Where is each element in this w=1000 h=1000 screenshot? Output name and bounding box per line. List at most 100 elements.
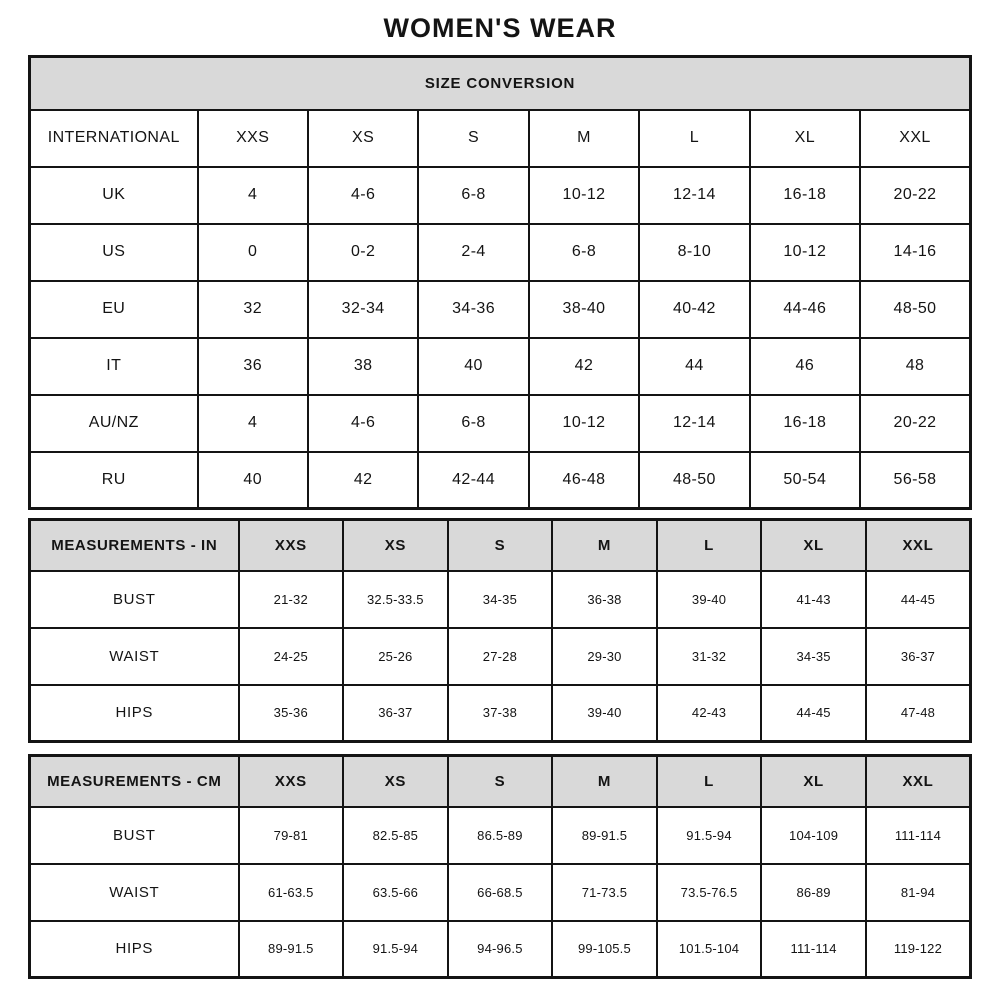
international-header-cell: INTERNATIONAL	[28, 108, 199, 168]
size-value-cell: 4-6	[306, 393, 420, 453]
measurement-value-cell: 61-63.5	[237, 862, 345, 922]
size-header-cell: XL	[760, 518, 867, 572]
region-label-cell: AU/NZ	[28, 393, 199, 453]
size-header-cell: L	[655, 754, 763, 808]
measurement-value-cell: 39-40	[655, 569, 763, 629]
measurement-value-cell: 39-40	[551, 683, 658, 743]
size-value-cell: 40	[417, 336, 530, 396]
size-value-cell: 20-22	[859, 165, 972, 225]
measurement-value-cell: 89-91.5	[551, 805, 658, 865]
measurement-value-cell: 66-68.5	[446, 862, 554, 922]
measurement-value-cell: 86-89	[760, 862, 867, 922]
size-value-cell: 32	[196, 279, 309, 339]
size-value-cell: 44-46	[748, 279, 862, 339]
measurement-value-cell: 111-114	[864, 805, 972, 865]
measurement-row: BUST 21-32 32.5-33.5 34-35 36-38 39-40 41-43 44…	[28, 569, 972, 629]
size-value-cell: 10-12	[748, 222, 862, 282]
measurement-value-cell: 36-37	[864, 626, 972, 686]
measurement-label-cell: BUST	[28, 805, 240, 865]
measurement-row: BUST 79-81 82.5-85 86.5-89 89-91.5 91.5-94 104…	[28, 805, 972, 865]
size-value-cell: 38-40	[527, 279, 641, 339]
size-header-cell: XXS	[196, 108, 309, 168]
size-value-cell: 46	[748, 336, 862, 396]
size-header-cell: L	[638, 108, 751, 168]
size-header-cell: XXL	[864, 518, 972, 572]
measurement-value-cell: 37-38	[446, 683, 554, 743]
size-value-cell: 36	[196, 336, 309, 396]
size-value-cell: 46-48	[527, 450, 641, 510]
measurement-value-cell: 82.5-85	[342, 805, 449, 865]
measurement-value-cell: 104-109	[760, 805, 867, 865]
size-value-cell: 16-18	[748, 393, 862, 453]
size-value-cell: 10-12	[527, 393, 641, 453]
region-row: IT 36 38 40 42 44 46 48	[28, 336, 972, 396]
measurement-value-cell: 89-91.5	[237, 919, 345, 979]
size-value-cell: 50-54	[748, 450, 862, 510]
measurement-value-cell: 101.5-104	[655, 919, 763, 979]
size-value-cell: 8-10	[638, 222, 751, 282]
size-value-cell: 10-12	[527, 165, 641, 225]
measurement-value-cell: 86.5-89	[446, 805, 554, 865]
region-row: AU/NZ 4 4-6 6-8 10-12 12-14 16-18 20-22	[28, 393, 972, 453]
size-value-cell: 6-8	[417, 165, 530, 225]
measurements-cm-header-row: MEASUREMENTS - CM XXS XS S M L XL XXL	[28, 754, 972, 808]
size-value-cell: 6-8	[417, 393, 530, 453]
region-row: EU 32 32-34 34-36 38-40 40-42 44-46 48-50	[28, 279, 972, 339]
measurements-title-cell: MEASUREMENTS - IN	[28, 518, 240, 572]
size-header-cell: M	[527, 108, 641, 168]
size-conversion-header-row: SIZE CONVERSION	[28, 55, 972, 111]
measurement-value-cell: 63.5-66	[342, 862, 449, 922]
size-value-cell: 48-50	[859, 279, 972, 339]
measurement-value-cell: 99-105.5	[551, 919, 658, 979]
measurements-in-header-row: MEASUREMENTS - IN XXS XS S M L XL XXL	[28, 518, 972, 572]
measurement-value-cell: 47-48	[864, 683, 972, 743]
size-value-cell: 48	[859, 336, 972, 396]
size-value-cell: 34-36	[417, 279, 530, 339]
region-label-cell: IT	[28, 336, 199, 396]
measurement-value-cell: 29-30	[551, 626, 658, 686]
size-header-cell: XL	[760, 754, 867, 808]
size-header-cell: M	[551, 518, 658, 572]
size-value-cell: 12-14	[638, 165, 751, 225]
measurements-title-cell: MEASUREMENTS - CM	[28, 754, 240, 808]
size-value-cell: 2-4	[417, 222, 530, 282]
measurement-value-cell: 27-28	[446, 626, 554, 686]
size-header-cell: XXS	[237, 518, 345, 572]
measurement-label-cell: WAIST	[28, 626, 240, 686]
measurement-row: WAIST 61-63.5 63.5-66 66-68.5 71-73.5 73.5-76…	[28, 862, 972, 922]
measurement-value-cell: 81-94	[864, 862, 972, 922]
size-header-cell: XS	[342, 518, 449, 572]
measurement-row: HIPS 89-91.5 91.5-94 94-96.5 99-105.5 101.5-1…	[28, 919, 972, 979]
measurement-value-cell: 94-96.5	[446, 919, 554, 979]
size-conversion-title-cell: SIZE CONVERSION	[28, 55, 972, 111]
region-label-cell: RU	[28, 450, 199, 510]
size-header-cell: M	[551, 754, 658, 808]
measurement-label-cell: HIPS	[28, 683, 240, 743]
region-row: RU 40 42 42-44 46-48 48-50 50-54 56-58	[28, 450, 972, 510]
size-header-cell: XL	[748, 108, 862, 168]
size-header-cell: S	[446, 518, 554, 572]
measurement-label-cell: HIPS	[28, 919, 240, 979]
size-header-cell: L	[655, 518, 763, 572]
measurement-value-cell: 41-43	[760, 569, 867, 629]
measurement-value-cell: 24-25	[237, 626, 345, 686]
measurement-value-cell: 111-114	[760, 919, 867, 979]
size-value-cell: 6-8	[527, 222, 641, 282]
size-header-cell: S	[446, 754, 554, 808]
size-header-cell: XXS	[237, 754, 345, 808]
measurement-value-cell: 44-45	[760, 683, 867, 743]
size-value-cell: 0-2	[306, 222, 420, 282]
region-label-cell: UK	[28, 165, 199, 225]
size-header-cell: XXL	[859, 108, 972, 168]
size-value-cell: 42	[527, 336, 641, 396]
size-header-cell: XS	[306, 108, 420, 168]
size-conversion-table: SIZE CONVERSION INTERNATIONAL XXS XS S M L XL XX…	[28, 55, 972, 510]
size-value-cell: 40-42	[638, 279, 751, 339]
size-value-cell: 4	[196, 393, 309, 453]
size-value-cell: 48-50	[638, 450, 751, 510]
size-header-cell: XS	[342, 754, 449, 808]
size-header-cell: XXL	[864, 754, 972, 808]
measurement-row: WAIST 24-25 25-26 27-28 29-30 31-32 34-35 36-37	[28, 626, 972, 686]
measurement-label-cell: BUST	[28, 569, 240, 629]
size-header-cell: S	[417, 108, 530, 168]
